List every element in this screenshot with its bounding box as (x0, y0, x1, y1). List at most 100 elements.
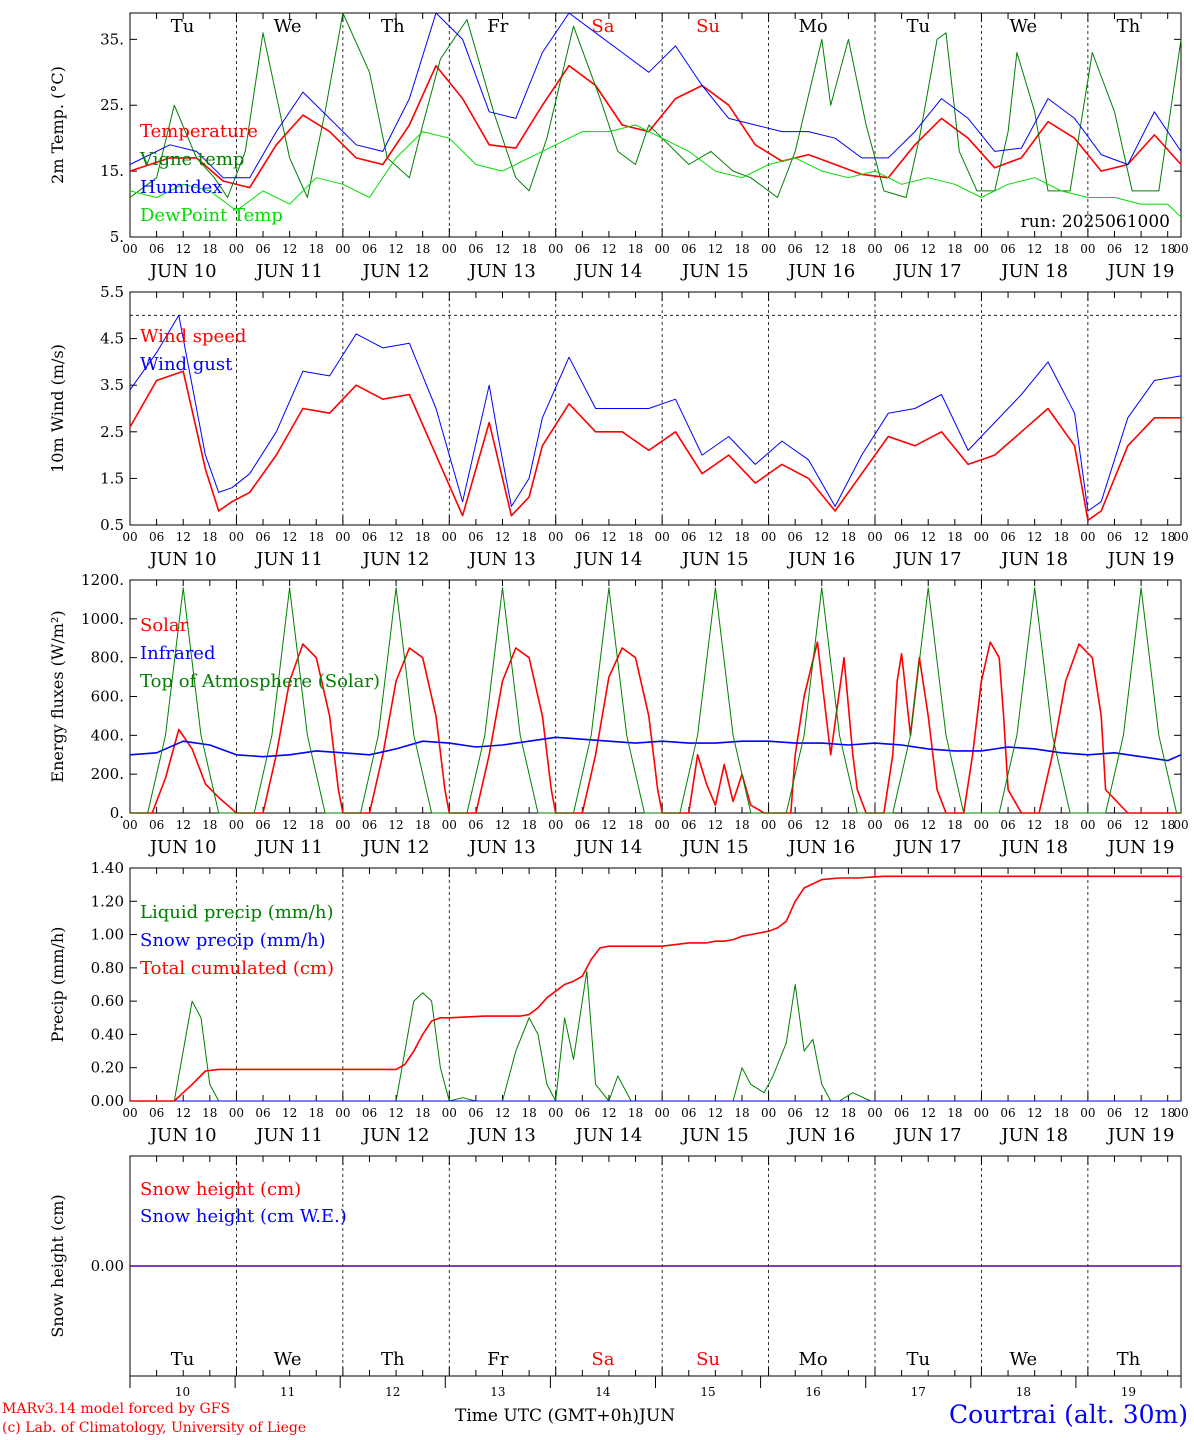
series-line (129, 12, 1182, 179)
y-tick-label: 800. (91, 649, 124, 667)
hour-label: 18 (415, 1106, 430, 1120)
hour-label: 18 (202, 1106, 217, 1120)
hour-label: 06 (1107, 1106, 1122, 1120)
hour-label: 12 (388, 530, 403, 544)
hour-label: 18 (415, 242, 430, 256)
date-label: JUN 16 (786, 1125, 855, 1146)
date-label: JUN 10 (148, 549, 217, 570)
hour-label: 12 (1027, 1106, 1042, 1120)
date-label: JUN 17 (893, 261, 962, 282)
hour-label: 00 (229, 530, 244, 544)
hour-label: 00 (229, 242, 244, 256)
hour-label: 00 (655, 1106, 670, 1120)
day-number-label: 15 (700, 1385, 715, 1399)
weekday-label: Fr (487, 16, 508, 37)
hour-label: 00 (974, 818, 989, 832)
hour-label: 12 (176, 242, 191, 256)
hour-label: 12 (1133, 242, 1148, 256)
hour-label: 00 (1080, 242, 1095, 256)
hour-label: 06 (1107, 818, 1122, 832)
hour-label: 00 (655, 818, 670, 832)
hour-label: 00 (761, 1106, 776, 1120)
weekday-label: Tu (906, 1349, 930, 1370)
date-label: JUN 14 (574, 549, 643, 570)
hour-label: 12 (601, 1106, 616, 1120)
hour-label: 18 (628, 530, 643, 544)
day-number-label: 16 (806, 1385, 821, 1399)
hour-label: 00 (1080, 1106, 1095, 1120)
day-number-label: 18 (1016, 1385, 1031, 1399)
y-tick-label: 25. (100, 96, 124, 114)
y-tick-label: 1.40 (91, 859, 124, 877)
series-line (130, 970, 1181, 1102)
hour-label: 00 (1080, 530, 1095, 544)
hour-label: 06 (468, 818, 483, 832)
weekday-label: Su (696, 16, 720, 37)
hour-label: 00 (761, 818, 776, 832)
hour-label: 18 (947, 818, 962, 832)
hour-label: 00 (335, 1106, 350, 1120)
hour-label: 18 (1054, 1106, 1069, 1120)
legend-entry: Wind speed (140, 326, 246, 347)
hour-label: 12 (388, 242, 403, 256)
weekday-label: Th (381, 16, 405, 37)
hour-label: 00 (548, 242, 563, 256)
date-label: JUN 11 (254, 1125, 323, 1146)
y-tick-label: 3.5 (100, 376, 124, 394)
hour-label: 18 (1160, 530, 1175, 544)
legend-entry: Wind gust (140, 354, 233, 375)
weekday-label: Th (1117, 16, 1141, 37)
hour-label: 00 (335, 530, 350, 544)
hour-label: 18 (415, 530, 430, 544)
y-tick-label: 1.00 (91, 926, 124, 944)
y-tick-label: 0.5 (100, 516, 124, 534)
hour-label: 00 (761, 242, 776, 256)
hour-label: 18 (521, 242, 536, 256)
hour-label: 06 (681, 818, 696, 832)
hour-label: 18 (841, 1106, 856, 1120)
date-label: JUN 11 (254, 549, 323, 570)
hour-label: 00 (442, 242, 457, 256)
hour-label: 12 (814, 242, 829, 256)
hour-label: 12 (495, 242, 510, 256)
y-tick-label: 5.5 (100, 283, 124, 301)
hour-label: 06 (1107, 530, 1122, 544)
hour-label: 12 (1133, 530, 1148, 544)
panel-frame (129, 291, 1182, 526)
hour-label: 18 (734, 1106, 749, 1120)
weekday-label: Tu (906, 16, 930, 37)
hour-label: 12 (601, 242, 616, 256)
hour-label: 12 (921, 530, 936, 544)
hour-label: 12 (388, 818, 403, 832)
weekday-label: We (1010, 1349, 1038, 1370)
hour-label: 00 (442, 818, 457, 832)
hour-label: 18 (734, 818, 749, 832)
hour-label: 06 (788, 818, 803, 832)
hour-label: 00 (655, 530, 670, 544)
hour-label: 00 (229, 818, 244, 832)
hour-label: 18 (202, 242, 217, 256)
day-number-label: 13 (490, 1385, 505, 1399)
y-tick-label: 2.5 (100, 423, 124, 441)
hour-label: 18 (415, 818, 430, 832)
hour-label: 06 (1000, 530, 1015, 544)
hour-label: 00 (1173, 530, 1188, 544)
hour-label: 06 (681, 1106, 696, 1120)
date-label: JUN 13 (467, 261, 536, 282)
legend-entry: Liquid precip (mm/h) (140, 902, 334, 923)
date-label: JUN 16 (786, 261, 855, 282)
date-label: JUN 12 (361, 549, 430, 570)
hour-label: 06 (681, 242, 696, 256)
hour-label: 12 (176, 530, 191, 544)
hour-label: 12 (495, 818, 510, 832)
hour-label: 12 (1133, 1106, 1148, 1120)
y-tick-label: 4.5 (100, 330, 124, 348)
hour-label: 18 (628, 242, 643, 256)
legend-entry: Snow precip (mm/h) (140, 930, 326, 951)
hour-label: 18 (1160, 818, 1175, 832)
hour-label: 18 (947, 530, 962, 544)
series-line (129, 124, 1182, 218)
y-tick-label: 0.80 (91, 959, 124, 977)
legend-entry: Infrared (140, 643, 215, 664)
hour-label: 00 (442, 1106, 457, 1120)
